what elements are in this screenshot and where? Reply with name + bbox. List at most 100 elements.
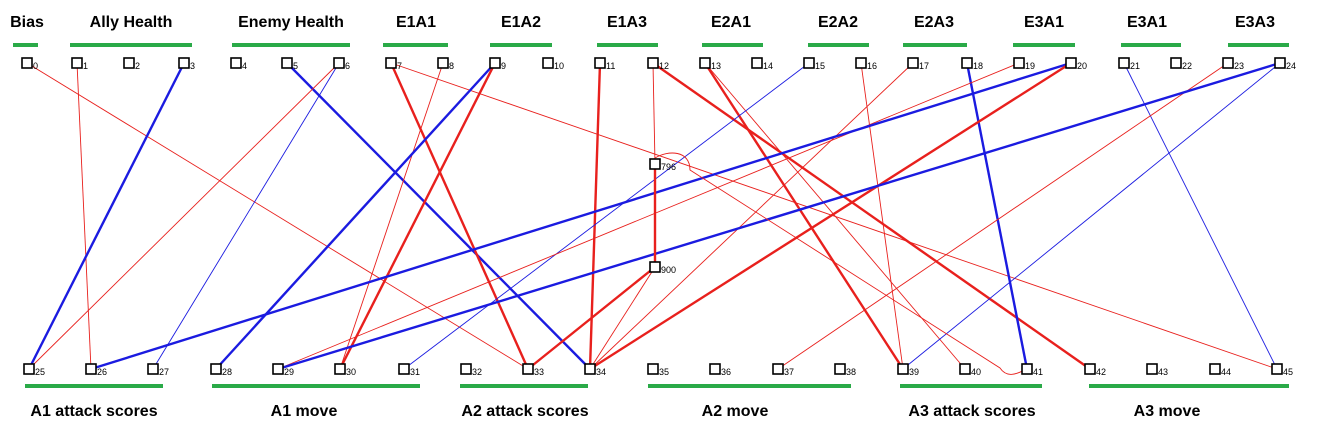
connection-21-45 <box>1123 62 1278 370</box>
input-node-label: 9 <box>501 61 506 71</box>
input-node-1 <box>71 57 83 69</box>
input-node-label: 17 <box>919 61 929 71</box>
connection-7-33 <box>389 62 530 370</box>
connection-900-33 <box>527 266 656 370</box>
connection-20-34 <box>589 61 1072 371</box>
connection-9-28 <box>215 62 496 370</box>
connection-15-31 <box>403 62 810 370</box>
input-node-label: 10 <box>554 61 564 71</box>
connection-12-42 <box>652 62 1091 370</box>
input-node-23 <box>1222 57 1234 69</box>
connection-12-796 <box>652 62 656 165</box>
hidden-node-900 <box>649 261 661 273</box>
output-node-label: 28 <box>222 367 232 377</box>
input-node-label: 11 <box>606 61 615 71</box>
connection-19-29 <box>277 62 1020 370</box>
input-node-20 <box>1065 57 1077 69</box>
input-node-label: 19 <box>1025 61 1035 71</box>
output-node-45 <box>1271 363 1283 375</box>
connection-6-25 <box>28 62 340 370</box>
input-node-21 <box>1118 57 1130 69</box>
output-node-40 <box>959 363 971 375</box>
output-node-38 <box>834 363 846 375</box>
input-node-4 <box>230 57 242 69</box>
output-group-label: A2 attack scores <box>461 403 588 420</box>
input-node-label: 6 <box>345 61 350 71</box>
output-node-label: 33 <box>534 367 544 377</box>
input-group-label: E3A1 <box>1024 14 1064 31</box>
output-node-label: 30 <box>346 367 356 377</box>
input-node-label: 4 <box>242 61 247 71</box>
input-node-label: 20 <box>1077 61 1087 71</box>
output-node-32 <box>460 363 472 375</box>
input-node-0 <box>21 57 33 69</box>
input-node-15 <box>803 57 815 69</box>
input-group-label: Ally Health <box>90 14 173 31</box>
connection-3-25 <box>27 62 186 370</box>
input-node-label: 15 <box>815 61 825 71</box>
input-node-label: 3 <box>190 61 195 71</box>
input-node-14 <box>751 57 763 69</box>
input-group-label: Enemy Health <box>238 14 344 31</box>
input-group-label: E1A1 <box>396 14 436 31</box>
input-node-7 <box>385 57 397 69</box>
output-node-label: 39 <box>909 367 919 377</box>
output-node-41 <box>1021 363 1033 375</box>
connection-900-34 <box>589 266 656 370</box>
output-node-label: 36 <box>721 367 731 377</box>
input-node-24 <box>1274 57 1286 69</box>
output-node-label: 43 <box>1158 367 1168 377</box>
connection-9-30 <box>338 62 497 370</box>
output-node-36 <box>709 363 721 375</box>
hidden-node-label: 796 <box>661 162 676 172</box>
input-node-5 <box>281 57 293 69</box>
input-group-label: E1A2 <box>501 14 541 31</box>
input-group-label: E2A1 <box>711 14 751 31</box>
input-node-10 <box>542 57 554 69</box>
input-node-label: 18 <box>973 61 983 71</box>
output-node-34 <box>584 363 596 375</box>
input-node-12 <box>647 57 659 69</box>
input-node-18 <box>961 57 973 69</box>
output-node-label: 27 <box>159 367 169 377</box>
output-node-31 <box>398 363 410 375</box>
input-node-2 <box>123 57 135 69</box>
output-node-39 <box>897 363 909 375</box>
connection-11-34 <box>588 62 602 370</box>
connection-796-41 <box>654 152 1028 375</box>
connection-24-39 <box>902 62 1281 370</box>
output-node-25 <box>23 363 35 375</box>
input-group-label: E2A2 <box>818 14 858 31</box>
output-group-label: A3 attack scores <box>908 403 1035 420</box>
connection-1-26 <box>76 62 92 370</box>
connections-layer <box>26 61 1281 375</box>
input-node-label: 24 <box>1286 61 1296 71</box>
input-node-17 <box>907 57 919 69</box>
output-group-label: A2 move <box>702 403 769 420</box>
group-labels-layer: Bias Ally Health Enemy Health E1A1 E1A2 E1A3 E… <box>10 14 1289 420</box>
output-node-44 <box>1209 363 1221 375</box>
input-group-label: E1A3 <box>607 14 647 31</box>
input-group-label: E2A3 <box>914 14 954 31</box>
input-node-16 <box>855 57 867 69</box>
output-node-27 <box>147 363 159 375</box>
input-node-label: 16 <box>867 61 877 71</box>
connection-5-34 <box>286 62 591 370</box>
input-group-label: E3A3 <box>1235 14 1275 31</box>
input-node-label: 7 <box>397 61 402 71</box>
output-node-label: 25 <box>35 367 45 377</box>
input-group-label: Bias <box>10 14 44 31</box>
output-node-28 <box>210 363 222 375</box>
output-node-35 <box>647 363 659 375</box>
output-node-label: 32 <box>472 367 482 377</box>
output-node-label: 35 <box>659 367 669 377</box>
output-group-label: A1 attack scores <box>30 403 157 420</box>
input-node-6 <box>333 57 345 69</box>
input-node-label: 21 <box>1130 61 1140 71</box>
connection-13-39 <box>703 62 905 370</box>
connection-8-30 <box>339 62 444 370</box>
output-node-43 <box>1146 363 1158 375</box>
connection-23-37 <box>777 62 1229 370</box>
